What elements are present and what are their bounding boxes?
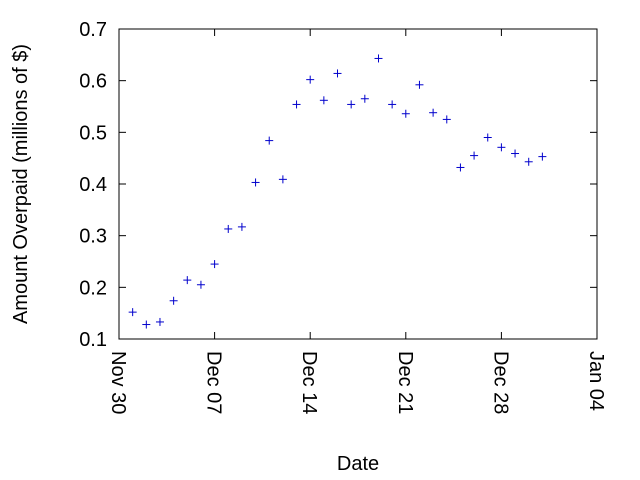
- data-point: [278, 175, 287, 184]
- plot-frame: [118, 28, 598, 340]
- data-point: [319, 96, 328, 105]
- data-point: [538, 152, 547, 161]
- y-tick-label: 0.5: [79, 122, 107, 144]
- y-tick-label: 0.2: [79, 277, 107, 299]
- data-point: [360, 94, 369, 103]
- x-axis-label: Date: [337, 453, 379, 475]
- data-point: [388, 100, 397, 109]
- data-point: [183, 276, 192, 285]
- data-point: [470, 151, 479, 160]
- data-point: [524, 157, 533, 166]
- y-axis-label: Amount Overpaid (millions of $): [10, 44, 32, 324]
- y-axis: 0.1 0.2 0.3 0.4 0.5 0.6 0.7: [79, 19, 597, 351]
- y-tick-label: 0.3: [79, 226, 107, 248]
- data-point: [442, 115, 451, 124]
- data-point: [497, 143, 506, 152]
- data-point: [347, 100, 356, 109]
- data-point: [292, 100, 301, 109]
- x-tick-label: Dec 21: [394, 351, 416, 414]
- data-point: [265, 136, 274, 145]
- data-points: [128, 54, 547, 329]
- data-point: [196, 280, 205, 289]
- y-tick-label: 0.6: [79, 71, 107, 93]
- x-tick-label: Dec 14: [298, 351, 320, 414]
- y-tick-label: 0.7: [79, 19, 107, 41]
- data-point: [237, 222, 246, 231]
- y-tick-label: 0.4: [79, 174, 107, 196]
- data-point: [210, 260, 219, 269]
- x-axis: Nov 30 Dec 07 Dec 14 Dec 21 Dec 28 Jan 04: [107, 29, 607, 414]
- data-point: [401, 109, 410, 118]
- data-point: [224, 224, 233, 233]
- data-point: [429, 108, 438, 117]
- data-point: [155, 317, 164, 326]
- x-tick-label: Jan 04: [585, 351, 607, 411]
- data-point: [333, 69, 342, 78]
- data-point: [415, 80, 424, 89]
- data-point: [306, 75, 315, 84]
- data-point: [169, 296, 178, 305]
- y-tick-label: 0.1: [79, 329, 107, 351]
- x-tick-label: Nov 30: [107, 351, 129, 414]
- data-point: [456, 163, 465, 172]
- data-point: [483, 133, 492, 142]
- data-point: [511, 149, 520, 158]
- x-tick-label: Dec 28: [489, 351, 511, 414]
- data-point: [128, 308, 137, 317]
- data-point: [142, 320, 151, 329]
- data-point: [251, 178, 260, 187]
- data-point: [374, 54, 383, 63]
- x-tick-label: Dec 07: [203, 351, 225, 414]
